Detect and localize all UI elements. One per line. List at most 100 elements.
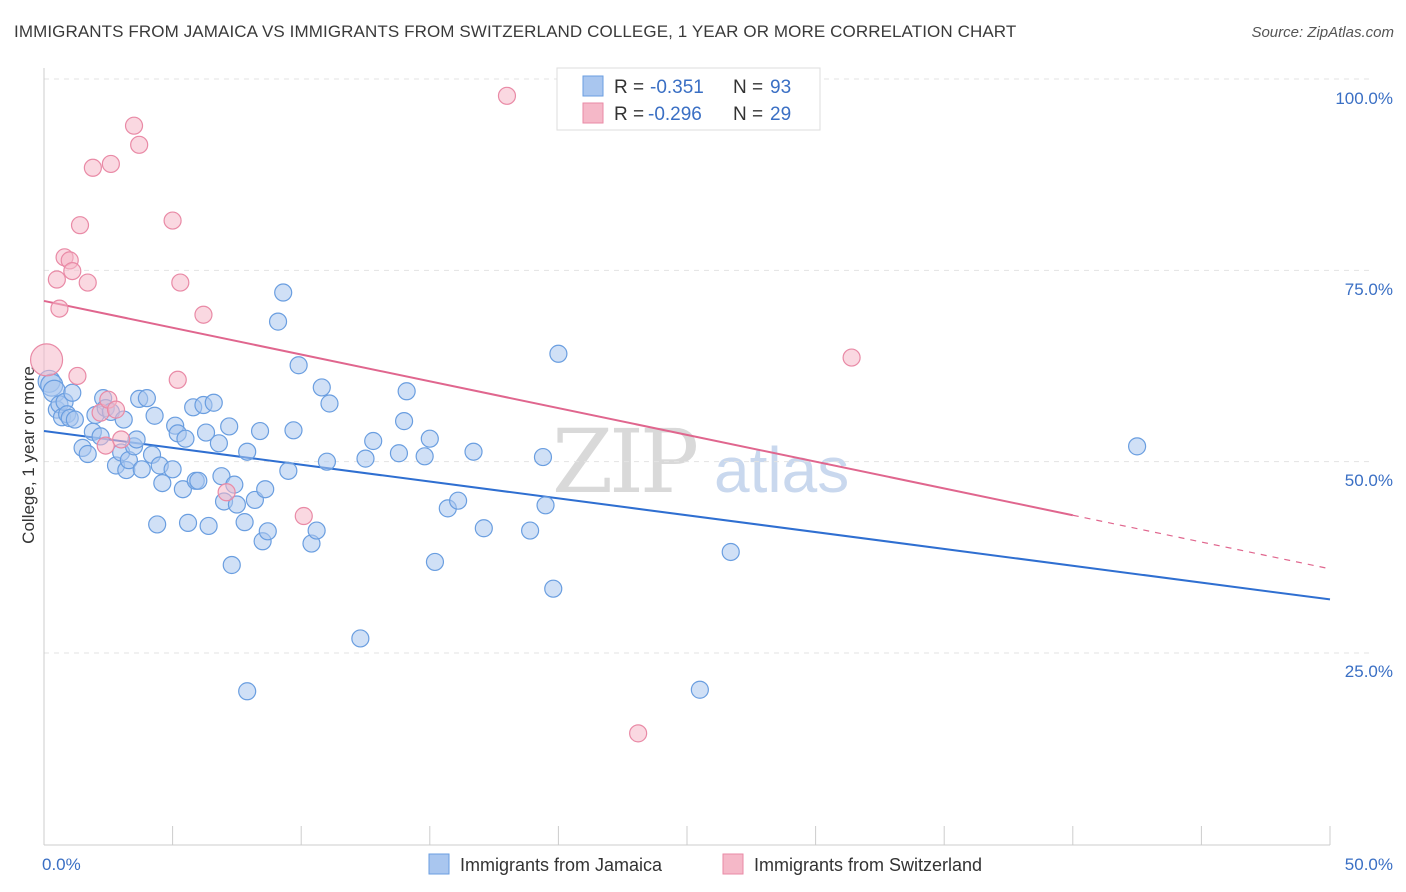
- point-jamaica-33: [153, 473, 172, 493]
- point-switzerland-16: [124, 116, 144, 135]
- point-jamaica-65: [284, 421, 303, 440]
- grid-lines: [44, 78, 1372, 654]
- chart-title: IMMIGRANTS FROM JAMAICA VS IMMIGRANTS FR…: [14, 22, 1017, 41]
- point-jamaica-79: [420, 429, 439, 448]
- point-switzerland-21: [194, 305, 213, 324]
- legend-swatch-jamaica: [582, 75, 604, 97]
- point-jamaica-47: [209, 434, 228, 453]
- point-jamaica-77: [397, 382, 416, 401]
- y-axis-title: College, 1 year or more: [19, 366, 38, 544]
- x-tick-label-0: 0.0%: [42, 855, 81, 874]
- point-jamaica-53: [227, 495, 246, 514]
- legend-n-label-switzerland: N =: [733, 104, 763, 125]
- point-jamaica-34: [163, 460, 182, 479]
- point-jamaica-38: [176, 429, 195, 448]
- point-jamaica-71: [320, 394, 339, 413]
- point-jamaica-27: [132, 460, 151, 479]
- point-jamaica-69: [312, 378, 331, 397]
- point-switzerland-15: [112, 430, 131, 449]
- point-switzerland-23: [294, 506, 313, 526]
- trendline-switzerland: [43, 299, 1074, 517]
- legend-r-label-jamaica: R =: [614, 77, 644, 98]
- bottom-legend: Immigrants from Jamaica Immigrants from …: [428, 853, 982, 875]
- point-jamaica-56: [238, 682, 257, 701]
- point-jamaica-64: [279, 461, 298, 480]
- point-jamaica-66: [289, 356, 308, 375]
- point-jamaica-10: [65, 410, 84, 429]
- legend-swatch-switzerland: [582, 102, 604, 124]
- point-jamaica-82: [448, 491, 468, 510]
- point-switzerland-22: [217, 483, 236, 502]
- point-switzerland-17: [130, 135, 149, 154]
- legend-r-value-jamaica: -0.351: [650, 77, 704, 98]
- point-switzerland-26: [842, 348, 861, 367]
- point-switzerland-11: [96, 436, 115, 455]
- point-jamaica-39: [178, 513, 198, 532]
- point-jamaica-80: [425, 552, 445, 572]
- point-jamaica-54: [235, 513, 254, 532]
- point-jamaica-83: [464, 442, 483, 461]
- point-jamaica-60: [256, 480, 275, 499]
- point-jamaica-30: [145, 406, 164, 425]
- point-jamaica-55: [238, 442, 257, 461]
- point-switzerland-2: [50, 299, 69, 318]
- point-jamaica-48: [212, 467, 231, 486]
- legend-r-label-switzerland: R =: [614, 104, 644, 125]
- point-jamaica-75: [389, 444, 409, 463]
- trendline-jamaica: [43, 430, 1331, 601]
- bottom-legend-label-switzerland: Immigrants from Switzerland: [754, 855, 982, 875]
- point-jamaica-86: [533, 447, 553, 467]
- source-credit: Source: ZipAtlas.com: [1251, 24, 1394, 41]
- legend: R = -0.351 N = 93 R = -0.296 N = 29: [556, 67, 821, 131]
- point-switzerland-18: [163, 211, 182, 230]
- point-jamaica-25: [127, 430, 146, 449]
- point-jamaica-44: [196, 423, 216, 442]
- data-points: [29, 86, 1147, 743]
- point-jamaica-12: [78, 444, 97, 464]
- point-jamaica-50: [220, 417, 239, 436]
- point-switzerland-0: [29, 343, 64, 377]
- point-jamaica-58: [250, 421, 270, 441]
- y-tick-label-100: 100.0%: [1335, 89, 1393, 108]
- point-switzerland-24: [497, 86, 517, 105]
- point-jamaica-70: [317, 452, 337, 471]
- point-switzerland-5: [63, 261, 82, 281]
- point-switzerland-9: [83, 158, 102, 177]
- point-switzerland-19: [168, 370, 187, 389]
- point-switzerland-7: [70, 216, 90, 235]
- point-jamaica-31: [148, 515, 167, 534]
- trend-lines: [43, 299, 1331, 601]
- y-tick-label-50: 50.0%: [1345, 471, 1393, 490]
- legend-r-value-switzerland: -0.296: [648, 104, 702, 125]
- point-jamaica-9: [63, 383, 82, 402]
- bottom-legend-swatch-switzerland: [722, 853, 744, 875]
- point-jamaica-91: [721, 542, 740, 562]
- point-jamaica-68: [307, 521, 326, 540]
- point-jamaica-87: [536, 496, 555, 515]
- point-switzerland-6: [68, 366, 87, 386]
- point-jamaica-72: [351, 629, 370, 648]
- trendline-switzerland-extension: [1072, 514, 1331, 570]
- point-jamaica-92: [1127, 437, 1147, 456]
- point-jamaica-78: [415, 447, 434, 466]
- point-jamaica-37: [173, 480, 192, 499]
- bottom-legend-swatch-jamaica: [428, 853, 450, 875]
- point-switzerland-1: [47, 270, 66, 289]
- point-jamaica-76: [394, 412, 414, 431]
- point-jamaica-89: [549, 344, 568, 363]
- x-tick-label-50: 50.0%: [1345, 855, 1393, 874]
- legend-n-value-switzerland: 29: [770, 104, 791, 125]
- point-jamaica-84: [474, 519, 493, 538]
- legend-n-value-jamaica: 93: [770, 77, 791, 98]
- y-tick-label-75: 75.0%: [1345, 280, 1393, 299]
- point-switzerland-20: [171, 273, 190, 292]
- point-jamaica-61: [258, 522, 277, 541]
- point-jamaica-90: [690, 680, 709, 699]
- point-switzerland-13: [101, 154, 120, 174]
- point-jamaica-73: [356, 449, 375, 468]
- point-jamaica-62: [268, 312, 288, 331]
- point-switzerland-25: [629, 724, 648, 743]
- point-switzerland-14: [106, 400, 126, 419]
- point-jamaica-88: [544, 579, 563, 598]
